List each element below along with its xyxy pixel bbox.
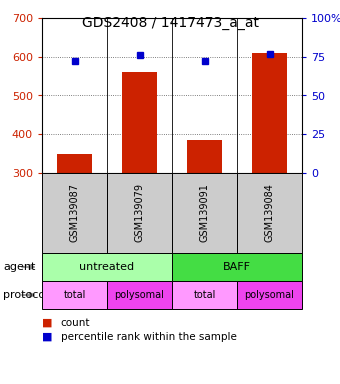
Text: ■: ■ [42,332,52,342]
Text: agent: agent [3,262,36,272]
Text: GSM139087: GSM139087 [69,184,80,243]
Bar [187,140,222,173]
Text: percentile rank within the sample: percentile rank within the sample [61,332,237,342]
Text: polysomal: polysomal [115,290,165,300]
Bar [252,53,287,173]
Bar [57,154,92,173]
Text: total: total [193,290,216,300]
Text: GDS2408 / 1417473_a_at: GDS2408 / 1417473_a_at [82,16,258,30]
Text: GSM139091: GSM139091 [200,184,209,242]
Text: count: count [61,318,90,328]
Text: untreated: untreated [80,262,135,272]
Text: total: total [63,290,86,300]
Text: ■: ■ [42,318,52,328]
Text: protocol: protocol [3,290,49,300]
Text: GSM139084: GSM139084 [265,184,274,242]
Text: GSM139079: GSM139079 [135,184,144,243]
Bar [122,72,157,173]
Text: BAFF: BAFF [223,262,251,272]
Text: polysomal: polysomal [244,290,294,300]
